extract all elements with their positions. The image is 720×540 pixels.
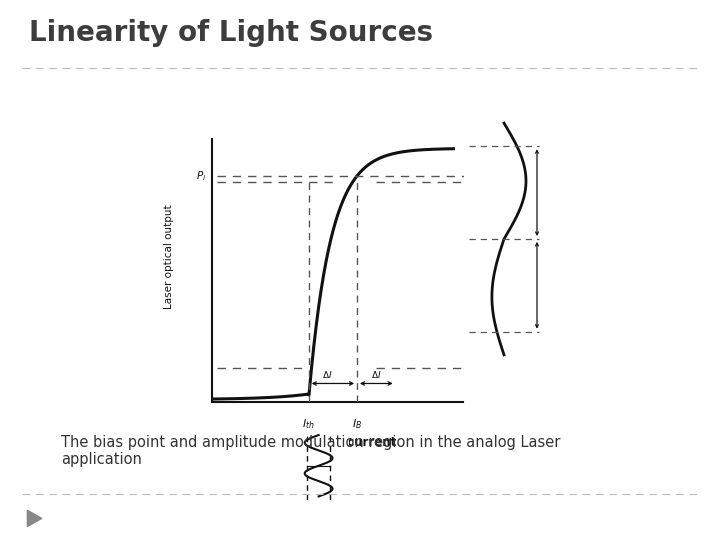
Text: The bias point and amplitude modulation region in the analog Laser
application: The bias point and amplitude modulation … <box>61 435 561 467</box>
Text: Diode current: Diode current <box>305 436 397 449</box>
Text: Linearity of Light Sources: Linearity of Light Sources <box>29 19 433 47</box>
Text: $\Delta I$: $\Delta I$ <box>371 369 382 380</box>
Text: $\Delta I$: $\Delta I$ <box>322 369 332 380</box>
Text: $I_B$: $I_B$ <box>352 417 362 431</box>
Text: $P_i$: $P_i$ <box>196 169 207 183</box>
Text: $I_{th}$: $I_{th}$ <box>302 417 315 431</box>
Text: Laser optical output: Laser optical output <box>164 204 174 309</box>
